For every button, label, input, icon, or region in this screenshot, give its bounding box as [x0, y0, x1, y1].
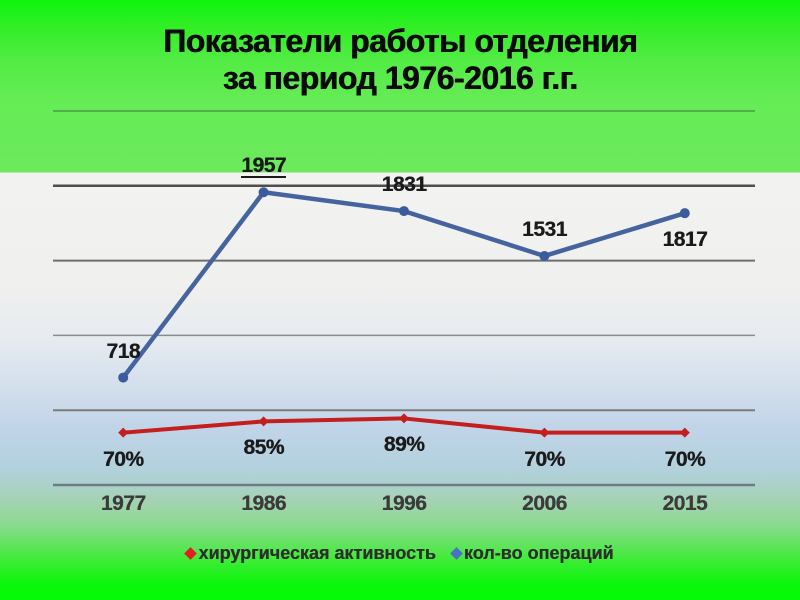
slide-title-line2: за период 1976-2016 г.г. [222, 60, 578, 96]
legend-item-surgical-activity: хирургическая активность [184, 543, 436, 564]
operations-count-data-point-marker [399, 206, 409, 217]
operations-count-data-label: 1817 [662, 228, 708, 252]
x-axis-label: 1986 [241, 492, 286, 515]
legend-label: хирургическая активность [198, 543, 436, 563]
operations-count-data-point-marker [258, 187, 269, 198]
x-axis-label: 2015 [662, 492, 708, 515]
operations-count-data-point-marker [679, 208, 690, 219]
operations-count-series-line [120, 189, 688, 380]
legend-item-operations-count: кол-во операций [450, 543, 614, 564]
surgical-activity-data-label: 70% [102, 447, 144, 471]
operations-count-data-label: 1531 [522, 217, 567, 241]
operations-count-data-point-marker [118, 372, 129, 383]
legend-diamond-marker-icon [450, 547, 463, 560]
operations-count-data-point-marker [539, 250, 550, 261]
surgical-activity-data-point-marker [118, 427, 129, 438]
operations-count-data-label: 1831 [381, 173, 427, 197]
operations-count-data-label: 718 [106, 339, 140, 363]
surgical-activity-data-point-marker [539, 427, 550, 438]
x-axis-label: 1977 [100, 492, 146, 515]
operations-count-data-label: 1957 [241, 154, 286, 179]
x-axis-label: 2006 [522, 492, 567, 515]
surgical-activity-data-point-marker [258, 416, 269, 427]
surgical-activity-data-point-marker [399, 413, 409, 424]
slide-title-line1: Показатели работы отделения [162, 23, 638, 59]
surgical-activity-data-label: 70% [664, 447, 706, 471]
chart-legend: хирургическая активность кол-во операций [0, 543, 800, 564]
surgical-activity-data-label: 89% [383, 433, 425, 457]
surgical-activity-data-label: 70% [524, 447, 565, 471]
slide-title: Показатели работы отделения за период 19… [0, 0, 800, 97]
surgical-activity-data-point-marker [679, 427, 690, 438]
x-axis-label: 1996 [381, 492, 427, 515]
legend-label: кол-во операций [463, 543, 614, 563]
surgical-activity-data-label: 85% [243, 436, 284, 460]
legend-diamond-marker-icon [184, 547, 198, 560]
